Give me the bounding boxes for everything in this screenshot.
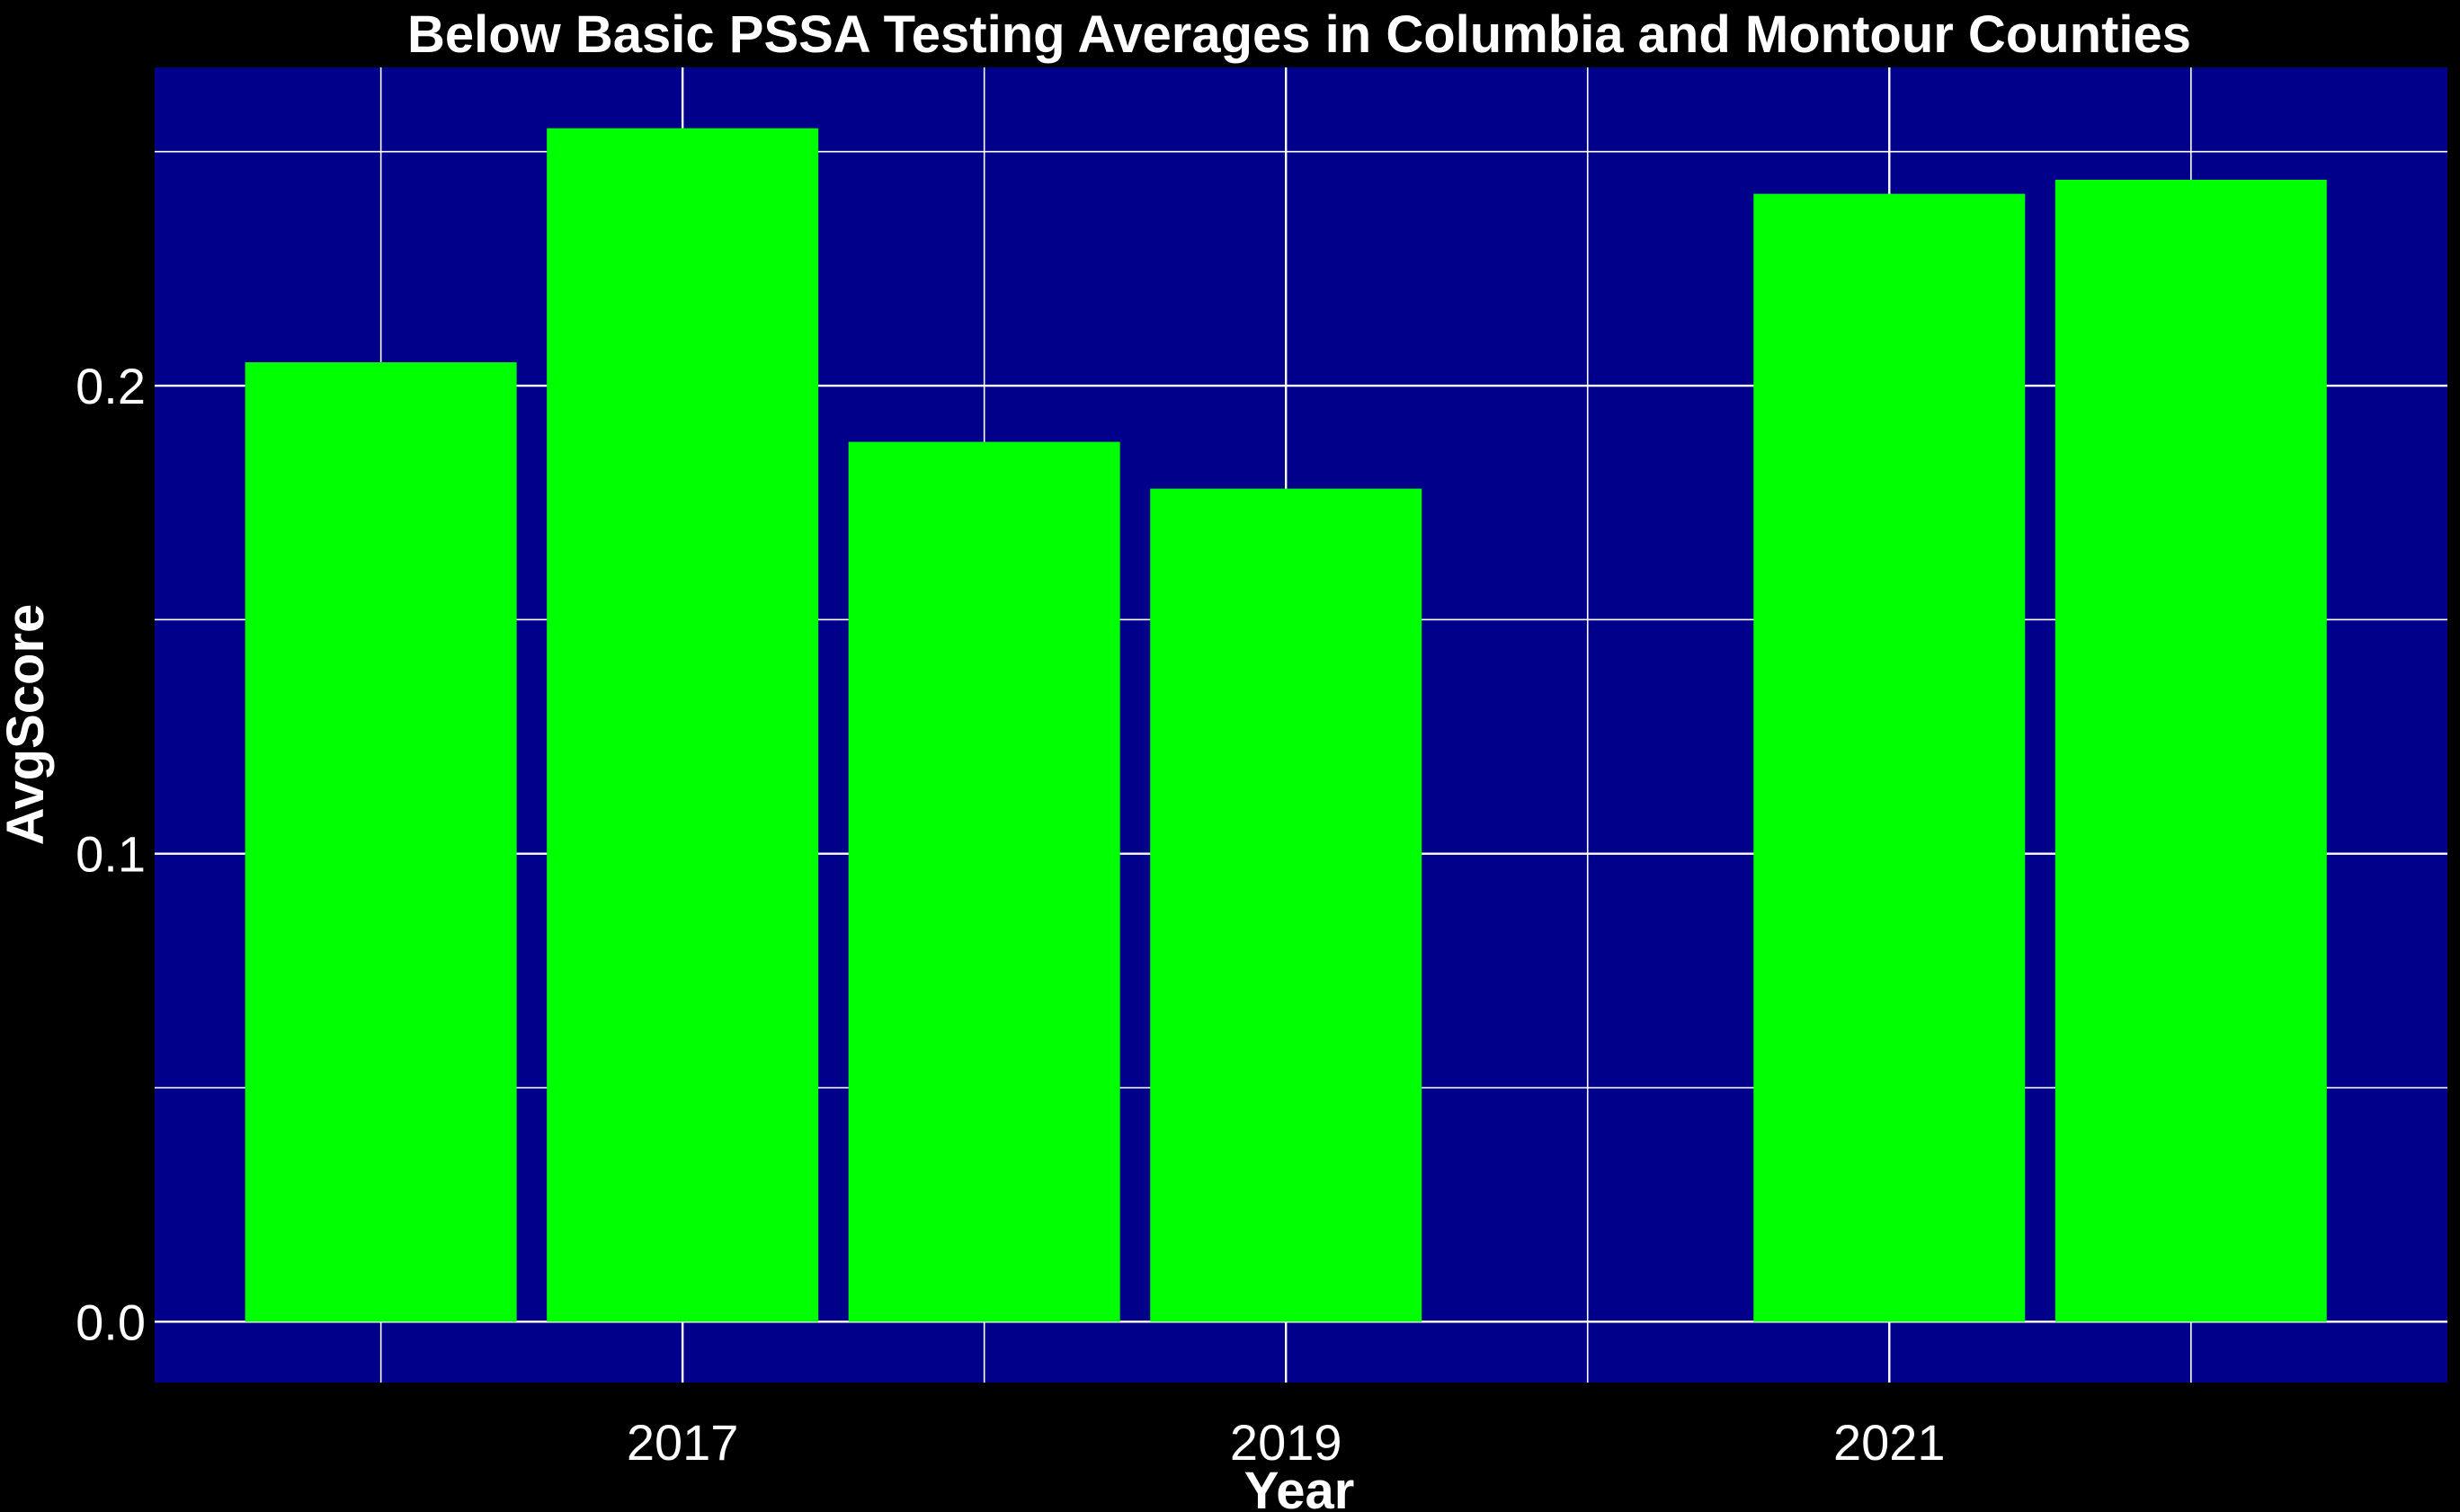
x-tick-label: 2021 — [1833, 1414, 1946, 1471]
bar-2019 — [1150, 488, 1422, 1322]
y-tick-label: 0.2 — [76, 358, 146, 414]
bars — [245, 128, 2327, 1322]
x-axis-title: Year — [1244, 1462, 1355, 1512]
x-tick-label: 2017 — [627, 1414, 739, 1471]
bar-2021 — [1753, 193, 2026, 1322]
y-tick-label: 0.1 — [76, 826, 146, 883]
y-axis-title: AvgScore — [0, 604, 55, 846]
bar-2018 — [848, 441, 1120, 1322]
chart-title: Below Basic PSSA Testing Averages in Col… — [407, 5, 2191, 64]
x-axis-ticks: 2017 2019 2021 — [627, 1414, 1946, 1471]
bar-2022 — [2054, 179, 2327, 1322]
y-axis-ticks: 0.0 0.1 0.2 — [76, 358, 146, 1350]
x-tick-label: 2019 — [1230, 1414, 1342, 1471]
bar-2016 — [245, 362, 517, 1322]
bar-2017 — [547, 128, 819, 1322]
y-tick-label: 0.0 — [76, 1294, 146, 1350]
